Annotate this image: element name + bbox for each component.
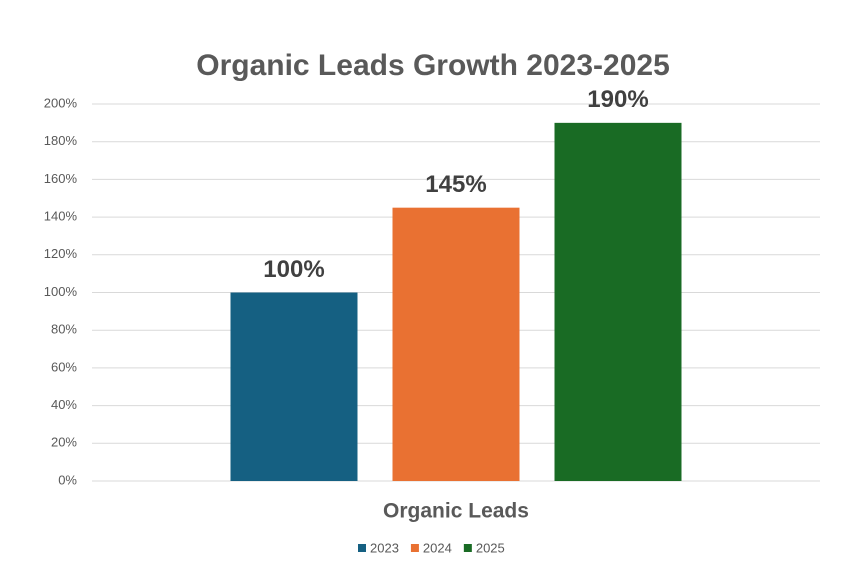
legend-label: 2024: [423, 540, 452, 555]
y-tick-label: 120%: [44, 246, 78, 261]
y-tick-label: 100%: [44, 284, 78, 299]
y-tick-label: 140%: [44, 209, 78, 224]
legend-swatch: [463, 544, 472, 552]
y-tick-label: 160%: [44, 171, 78, 186]
y-tick-label: 80%: [51, 322, 77, 337]
legend-label: 2025: [476, 540, 505, 555]
x-axis-label: Organic Leads: [383, 500, 529, 523]
y-tick-label: 0%: [58, 472, 77, 487]
bar: [230, 292, 358, 481]
chart-title: Organic Leads Growth 2023-2025: [196, 49, 670, 82]
bar: [392, 207, 520, 482]
data-label: 145%: [425, 171, 486, 198]
data-label: 100%: [263, 256, 324, 283]
legend-swatch: [358, 544, 366, 552]
y-tick-label: 60%: [51, 359, 77, 374]
bar: [554, 122, 682, 481]
y-tick-label: 40%: [51, 397, 77, 412]
legend-swatch: [410, 544, 419, 552]
y-tick-label: 200%: [44, 95, 78, 110]
legend-label: 2023: [370, 540, 399, 555]
y-tick-label: 20%: [51, 435, 77, 450]
data-label: 190%: [587, 86, 648, 113]
y-tick-label: 180%: [44, 133, 78, 148]
